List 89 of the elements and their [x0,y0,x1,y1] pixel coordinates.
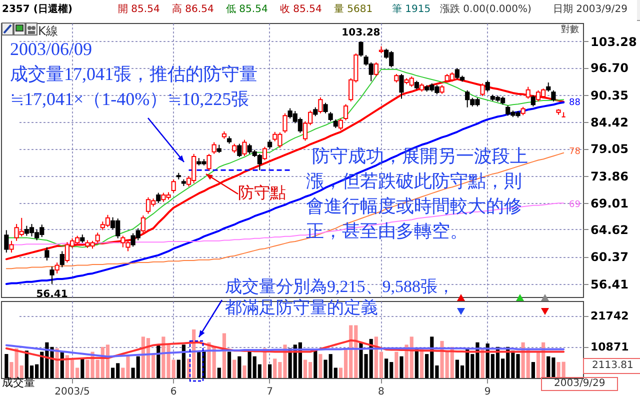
candlestick [551,90,556,102]
y-tick-label: 79.05 [590,142,628,156]
candlestick [399,73,404,100]
y-tick-label: 64.62 [590,222,628,237]
candlestick [526,86,530,100]
candlestick [358,40,364,58]
candlestick [171,178,176,194]
y-tick-label: 10871 [590,340,629,354]
text: 收 85.54 [280,4,322,15]
line-series [5,339,565,361]
annotation: 成交量17,041張，推估的防守量 [10,64,258,84]
bar [80,358,84,378]
candlestick [374,62,378,77]
y-tick-label: 84.42 [590,116,628,130]
candlestick [156,192,161,204]
candlestick [268,139,272,150]
text: 漲跌 0.00(0.000%) [440,4,532,15]
annotation: ≒17,041×（1-40%）≒10,225張 [10,89,250,109]
bar [217,368,221,378]
text: 日期 2003/9/29 [553,4,628,15]
candlestick [343,104,348,121]
annotation: 成交量分別為9,215、9,588張， [225,277,454,296]
candlestick [262,146,268,161]
candlestick [9,240,14,254]
annotation: 2003/9/29 [541,377,618,391]
y-tick-label: 69.01 [590,196,628,211]
text: 2357 (日還權) [2,4,72,15]
bar [242,365,246,378]
bar [400,356,404,378]
candlestick [480,82,485,97]
candlestick [318,96,323,114]
candlestick [242,139,247,156]
y-tick-label: 21742 [590,309,629,322]
candlestick [323,102,328,114]
annotation: 防守成功，展開另一波段上 [312,146,528,166]
candlestick [44,246,50,262]
text: 低 85.54 [226,4,268,15]
candlestick [50,266,54,284]
bar [480,348,484,378]
text: 開 85.54 [118,4,160,15]
candlestick [206,153,212,172]
annotation: 對數 [561,25,579,35]
candlestick [485,80,490,92]
y-tick-label: 103.28 [590,34,637,49]
bar [227,352,232,378]
bar [238,356,242,378]
text: 2113.81 [583,358,640,374]
bar [314,350,318,378]
text: 78 [569,147,580,157]
bar [531,362,535,378]
candlestick [212,142,216,154]
x-tick-label: 7 [266,386,273,395]
candlestick [95,232,100,244]
annotation: 2003/06/09 [10,39,92,59]
text: 量 5681 [334,4,373,15]
candlestick [338,118,344,130]
candlestick [530,94,536,107]
ref-line-label: 防守點 [238,185,286,202]
bar [4,354,8,378]
y-tick-label: 90.35 [590,88,628,102]
annotation: K線 [38,24,58,38]
candlestick [546,82,551,92]
candlestick [140,215,146,234]
bar [394,352,398,378]
text: 88 [569,98,580,108]
bar [232,360,236,378]
text: 69 [569,200,580,210]
y-tick-label: 73.86 [590,169,628,184]
candlestick [54,262,60,274]
bar [268,364,272,378]
candlestick [60,250,64,268]
line-series [5,344,565,358]
text: 筆 1915 [392,4,431,15]
candlestick [328,111,333,122]
annotation: 103.28 [342,27,380,38]
x-tick-label: 6 [170,386,177,395]
y-tick-label: 56.41 [590,277,628,292]
candlestick [282,112,288,134]
y-tick-label: 96.70 [590,61,628,76]
x-tick-label: 8 [378,386,384,395]
y-tick-label: 60.37 [590,250,628,264]
x-tick-label: 9 [484,386,491,395]
candlestick [232,143,237,154]
text: 高 86.54 [172,4,214,15]
bar [222,333,226,378]
candlestick [237,143,242,158]
annotation: 都滿足防守量的定義 [225,298,378,317]
bar [318,354,322,378]
candlestick [4,230,9,254]
